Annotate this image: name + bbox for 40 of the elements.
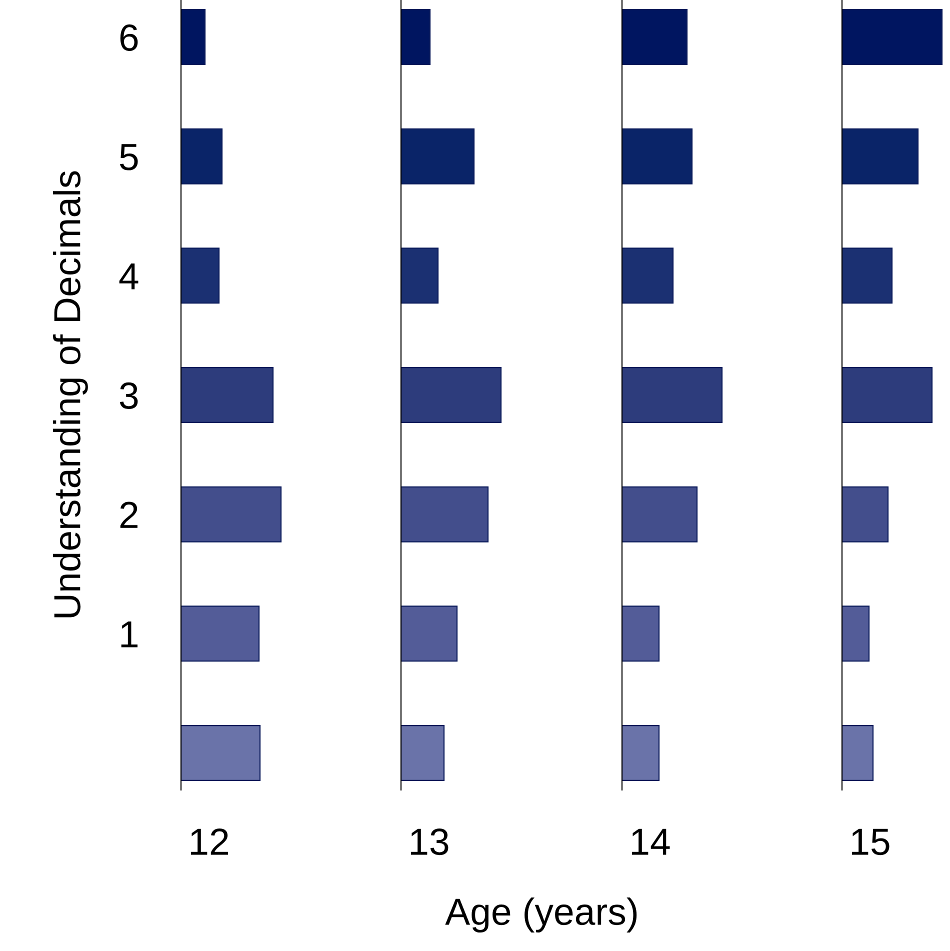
y-tick-label: 5	[120, 144, 138, 170]
bar	[842, 725, 874, 782]
y-axis-title: Understanding of Decimals	[52, 171, 88, 618]
y-tick-label: 6	[120, 24, 138, 51]
bar	[622, 248, 674, 304]
bar	[622, 8, 688, 65]
bar	[181, 725, 261, 782]
bar	[181, 248, 220, 304]
bar	[842, 367, 933, 423]
bar	[401, 606, 458, 662]
bar	[622, 486, 698, 542]
bar	[622, 367, 723, 423]
bar	[401, 128, 475, 184]
y-tick-label: 1	[121, 621, 138, 648]
bar	[842, 8, 943, 65]
bar	[842, 606, 870, 662]
bar	[181, 367, 274, 423]
bar	[401, 367, 502, 423]
bar	[842, 128, 919, 184]
bar	[181, 606, 260, 662]
bar	[842, 248, 893, 304]
y-tick-label: 2	[120, 502, 138, 528]
bar	[622, 606, 660, 662]
bar	[622, 128, 693, 184]
text: Age (years)	[445, 898, 637, 932]
bar	[181, 486, 282, 542]
bar	[401, 8, 431, 65]
y-tick-label: 3	[120, 382, 138, 409]
x-axis-title: 14	[632, 828, 670, 855]
y-tick-label: 4	[119, 263, 138, 290]
bar	[181, 8, 206, 65]
bar	[401, 486, 489, 542]
bar	[401, 248, 439, 304]
x-axis-title: 15	[852, 828, 890, 856]
bar	[622, 725, 660, 782]
bar	[842, 486, 889, 542]
bar	[401, 725, 445, 782]
x-axis-title: 12	[191, 828, 228, 855]
bar	[181, 128, 223, 184]
x-axis-title: 13	[411, 828, 448, 856]
